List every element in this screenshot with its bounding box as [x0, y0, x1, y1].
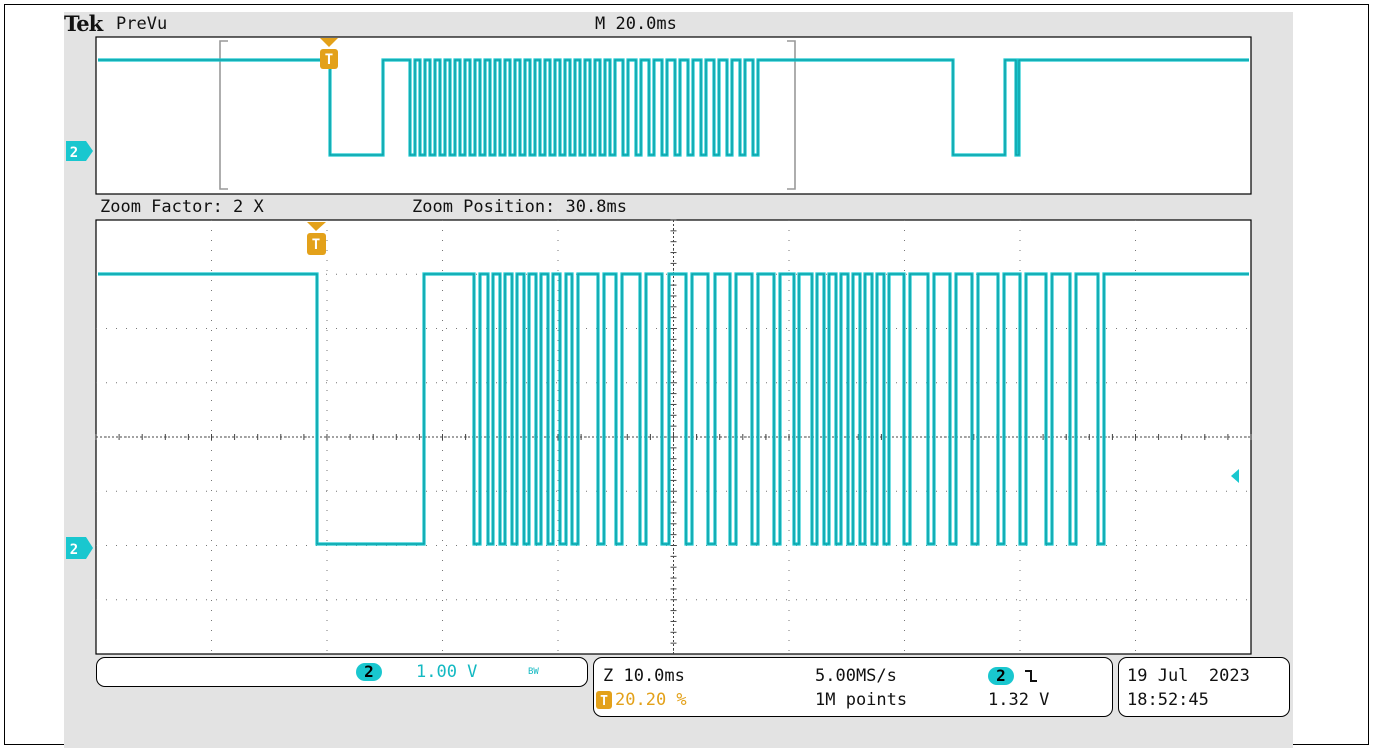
- trigger-level-arrow: [1231, 469, 1239, 483]
- main-timebase: M 20.0ms: [595, 14, 677, 34]
- zoom-position: Zoom Position: 30.8ms: [412, 197, 627, 217]
- sample-rate: 5.00MS/s: [815, 666, 897, 686]
- zoom-channel-marker: 2: [66, 537, 93, 559]
- channel-scale: 1.00 V: [416, 662, 478, 682]
- trigger-source-badge[interactable]: 2: [988, 667, 1014, 685]
- zoom-trigger-marker: T: [307, 222, 326, 255]
- zoom-factor: Zoom Factor: 2 X: [100, 197, 264, 217]
- brand-logo: Tek: [64, 11, 103, 36]
- overview-trigger-marker: T: [320, 38, 338, 69]
- timebase-status-box: [593, 657, 1113, 717]
- record-length: 1M points: [815, 690, 908, 710]
- overview-channel-marker: 2: [66, 141, 93, 161]
- zoom-bracket: [219, 40, 796, 190]
- svg-text:2: 2: [70, 145, 78, 161]
- channel-2-badge[interactable]: 2: [356, 663, 382, 681]
- overview-trace: [98, 58, 1249, 157]
- trigger-level: 1.32 V: [988, 690, 1050, 710]
- channel-status-box: [96, 657, 588, 687]
- zoom-trace: [98, 272, 1249, 546]
- datetime-box: [1118, 657, 1290, 717]
- svg-text:T: T: [600, 694, 608, 709]
- trigger-position: 20.20 %: [615, 690, 687, 710]
- svg-text:2: 2: [70, 542, 78, 558]
- zoom-timebase: Z 10.0ms: [603, 666, 685, 686]
- svg-text:T: T: [325, 52, 333, 68]
- acquisition-mode: PreVu: [116, 14, 168, 34]
- bandwidth-limit-icon: BW: [528, 667, 539, 677]
- svg-text:T: T: [312, 237, 320, 253]
- time: 18:52:45: [1127, 690, 1209, 710]
- trigger-position-icon: T: [596, 691, 612, 709]
- date: 19 Jul 2023: [1127, 666, 1250, 686]
- falling-edge-icon: [1024, 668, 1038, 684]
